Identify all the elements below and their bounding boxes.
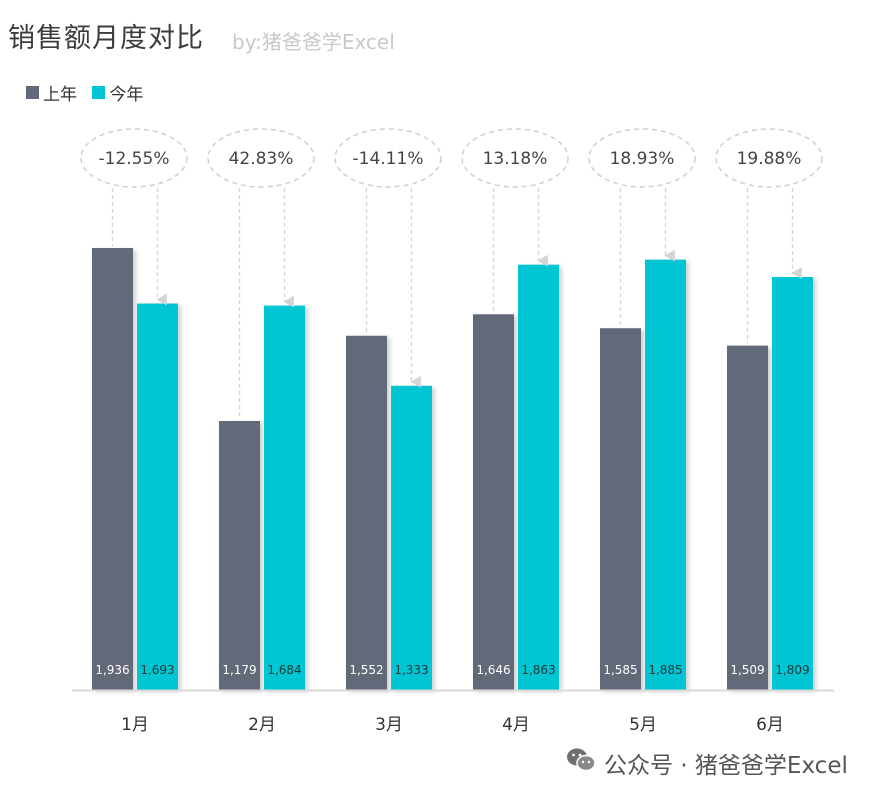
legend-swatch-last-year bbox=[26, 86, 39, 99]
bar-last-year-6 bbox=[727, 345, 768, 690]
bar-label-last-year-4: 1,646 bbox=[476, 663, 510, 677]
bar-this-year-6 bbox=[772, 277, 813, 690]
change-bubble-2 bbox=[207, 128, 315, 188]
x-tick-1: 1月 bbox=[121, 715, 149, 735]
chart-byline: by:猪爸爸学Excel bbox=[232, 30, 395, 54]
legend-swatch-this-year bbox=[92, 86, 106, 99]
change-label-5: 18.93% bbox=[610, 149, 675, 169]
legend-item-this-year: 今年 bbox=[92, 80, 143, 105]
bar-label-last-year-5: 1,585 bbox=[603, 663, 637, 677]
bar-this-year-3 bbox=[391, 385, 432, 690]
bar-last-year-1 bbox=[92, 248, 133, 690]
change-bubble-6 bbox=[715, 128, 823, 188]
watermark: 公众号 · 猪爸爸学Excel bbox=[566, 746, 848, 780]
x-tick-5: 5月 bbox=[629, 715, 657, 735]
bar-this-year-2 bbox=[264, 305, 305, 690]
change-bubble-5 bbox=[588, 128, 696, 188]
x-tick-3: 3月 bbox=[375, 715, 403, 735]
bar-label-last-year-6: 1,509 bbox=[730, 663, 764, 677]
bar-this-year-4 bbox=[518, 264, 559, 690]
bar-label-last-year-1: 1,936 bbox=[95, 663, 129, 677]
change-label-3: -14.11% bbox=[353, 149, 424, 169]
bar-label-last-year-2: 1,179 bbox=[222, 663, 256, 677]
change-bubble-3 bbox=[334, 128, 442, 188]
wechat-icon bbox=[566, 747, 596, 779]
bar-label-last-year-3: 1,552 bbox=[349, 663, 383, 677]
chart-title: 销售额月度对比 bbox=[8, 23, 204, 54]
change-label-4: 13.18% bbox=[483, 149, 548, 169]
change-label-6: 19.88% bbox=[737, 149, 802, 169]
bar-label-this-year-3: 1,333 bbox=[394, 663, 428, 677]
legend-label-this-year: 今年 bbox=[109, 85, 144, 105]
bar-last-year-5 bbox=[600, 328, 641, 690]
bar-last-year-3 bbox=[346, 335, 387, 690]
change-label-1: -12.55% bbox=[99, 149, 170, 169]
chart-legend: 上年 今年 bbox=[26, 80, 153, 105]
bar-this-year-5 bbox=[645, 259, 686, 690]
bar-this-year-1 bbox=[137, 303, 178, 690]
watermark-text: 公众号 · 猪爸爸学Excel bbox=[604, 753, 848, 779]
bar-last-year-2 bbox=[219, 421, 260, 690]
bar-last-year-4 bbox=[473, 314, 514, 690]
change-bubble-4 bbox=[461, 128, 569, 188]
legend-item-last-year: 上年 bbox=[26, 80, 77, 105]
change-label-2: 42.83% bbox=[229, 149, 294, 169]
bar-label-this-year-6: 1,809 bbox=[775, 663, 809, 677]
x-tick-4: 4月 bbox=[502, 715, 530, 735]
legend-label-last-year: 上年 bbox=[43, 85, 77, 105]
bar-label-this-year-4: 1,863 bbox=[521, 663, 555, 677]
x-tick-2: 2月 bbox=[248, 715, 276, 735]
change-bubble-1 bbox=[80, 128, 188, 188]
bar-label-this-year-5: 1,885 bbox=[648, 663, 682, 677]
x-tick-6: 6月 bbox=[756, 715, 784, 735]
bar-label-this-year-1: 1,693 bbox=[140, 663, 174, 677]
bar-label-this-year-2: 1,684 bbox=[267, 663, 301, 677]
